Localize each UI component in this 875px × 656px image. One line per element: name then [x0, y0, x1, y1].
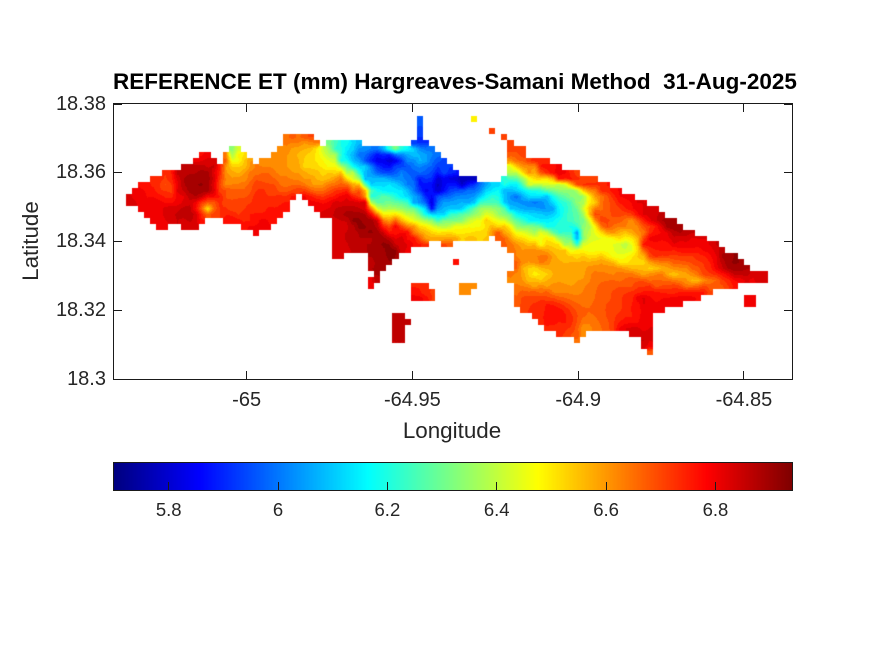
y-tick-label: 18.34: [55, 230, 106, 252]
y-tick-mark-right: [784, 103, 792, 105]
colorbar-tick-mark: [277, 482, 279, 490]
x-tick-mark: [743, 371, 745, 379]
y-tick-mark-right: [784, 172, 792, 174]
y-tick-mark: [114, 172, 122, 174]
x-tick-mark-top: [577, 104, 579, 112]
x-tick-mark-top: [246, 104, 248, 112]
et-heatmap-canvas: [114, 104, 792, 379]
colorbar-tick-label: 6.4: [483, 499, 510, 520]
x-tick-label: -64.9: [555, 389, 601, 411]
plot-area: [113, 103, 793, 380]
x-tick-mark-top: [411, 104, 413, 112]
x-tick-mark-top: [743, 104, 745, 112]
colorbar-tick-label: 6.6: [593, 499, 619, 520]
x-tick-mark: [246, 371, 248, 379]
colorbar-tick-mark: [168, 482, 170, 490]
colorbar-tick-label: 6: [272, 499, 284, 520]
colorbar: [113, 462, 793, 491]
y-tick-label: 18.32: [55, 298, 106, 321]
y-tick-mark: [114, 378, 122, 380]
y-tick-mark: [114, 241, 122, 242]
x-tick-mark: [577, 371, 579, 379]
colorbar-tick-mark: [496, 482, 498, 490]
x-tick-mark: [411, 371, 413, 379]
chart-title: REFERENCE ET (mm) Hargreaves-Samani Meth…: [113, 69, 797, 94]
x-axis-label: Longitude: [402, 418, 502, 443]
y-axis-label: Latitude: [18, 200, 43, 281]
colorbar-tick-mark: [714, 482, 716, 490]
x-tick-label: -64.95: [384, 389, 441, 411]
colorbar-gradient-canvas: [114, 463, 792, 490]
colorbar-tick-label: 6.8: [702, 499, 729, 520]
y-tick-label: 18.3: [67, 367, 106, 390]
y-tick-mark: [114, 309, 122, 311]
x-tick-label: -64.85: [715, 389, 773, 411]
y-tick-mark-right: [784, 241, 792, 242]
colorbar-tick-label: 5.8: [155, 499, 182, 520]
y-tick-label: 18.38: [55, 92, 106, 115]
y-tick-mark-right: [784, 378, 792, 380]
y-tick-mark: [114, 103, 122, 105]
colorbar-tick-mark: [605, 482, 607, 490]
y-tick-mark-right: [784, 309, 792, 311]
x-tick-label: -65: [232, 389, 262, 411]
y-tick-label: 18.36: [55, 161, 106, 184]
colorbar-tick-mark: [386, 482, 388, 490]
colorbar-tick-label: 6.2: [374, 499, 401, 520]
